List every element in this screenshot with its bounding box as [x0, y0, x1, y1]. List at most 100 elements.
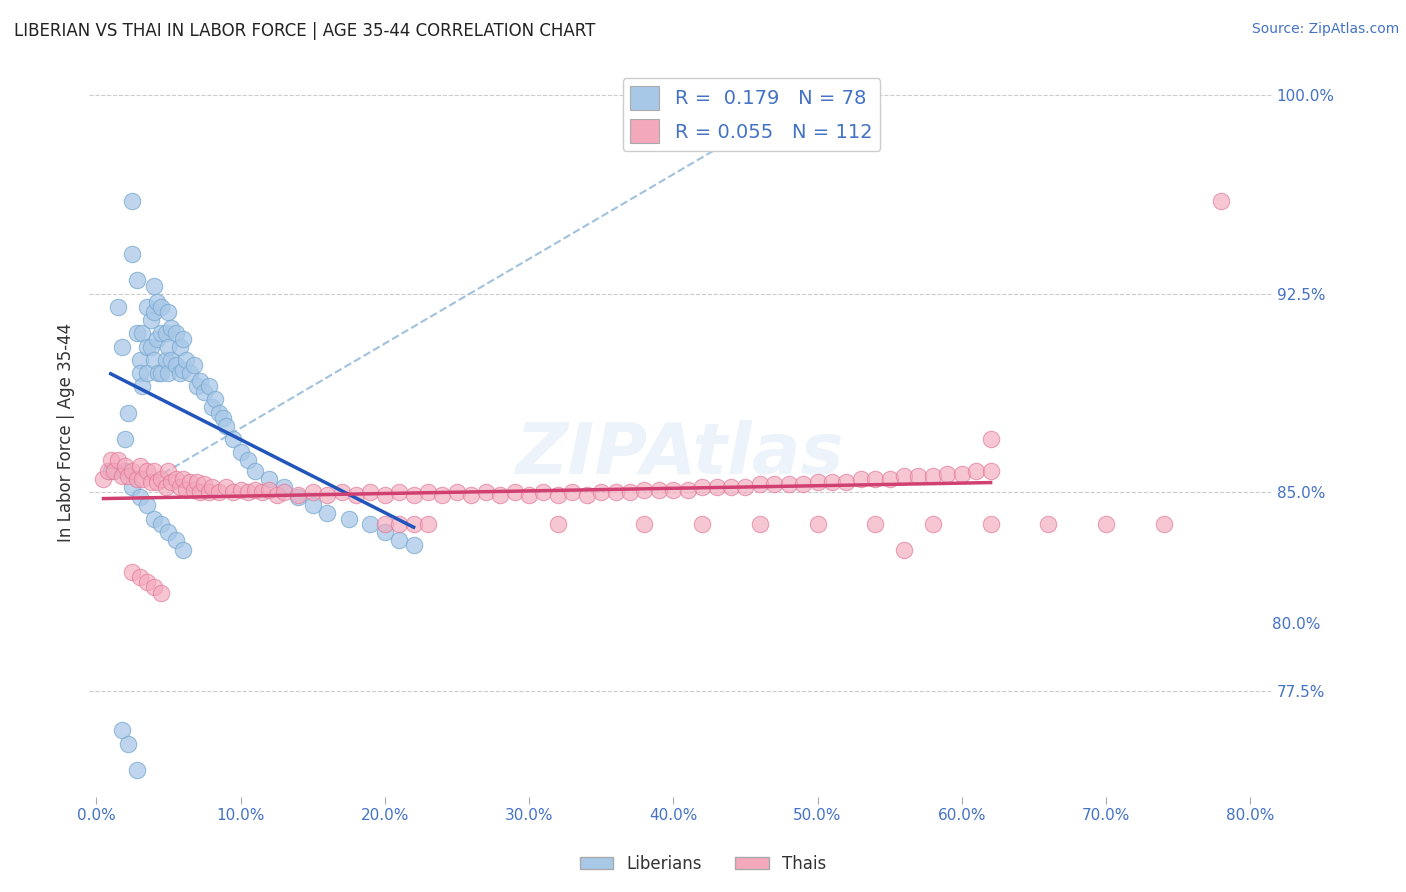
Y-axis label: In Labor Force | Age 35-44: In Labor Force | Age 35-44: [58, 323, 75, 542]
Point: [155, 480, 177, 494]
Point: [778, 477, 800, 491]
Point: [143, 464, 166, 478]
Point: [547, 516, 569, 531]
Point: [402, 538, 425, 552]
Point: [165, 358, 187, 372]
Point: [193, 477, 215, 491]
Point: [301, 499, 323, 513]
Point: [474, 485, 496, 500]
Point: [169, 340, 191, 354]
Point: [287, 491, 309, 505]
Point: [201, 401, 224, 415]
Point: [157, 340, 180, 354]
Point: [388, 485, 411, 500]
Point: [111, 340, 134, 354]
Point: [135, 340, 157, 354]
Point: [835, 475, 858, 489]
Point: [222, 485, 245, 500]
Legend: Liberians, Thais: Liberians, Thais: [574, 848, 832, 880]
Point: [619, 485, 641, 500]
Point: [748, 516, 770, 531]
Point: [150, 366, 173, 380]
Point: [150, 586, 173, 600]
Point: [131, 472, 153, 486]
Point: [100, 464, 122, 478]
Point: [143, 352, 166, 367]
Point: [148, 366, 170, 380]
Point: [135, 366, 157, 380]
Point: [1211, 194, 1233, 208]
Point: [374, 524, 396, 539]
Text: ZIPAtlas: ZIPAtlas: [516, 420, 845, 489]
Point: [489, 488, 512, 502]
Point: [186, 379, 208, 393]
Point: [243, 483, 266, 497]
Point: [337, 511, 360, 525]
Point: [193, 384, 215, 399]
Point: [103, 464, 125, 478]
Point: [517, 488, 540, 502]
Point: [416, 516, 439, 531]
Point: [849, 472, 872, 486]
Point: [980, 464, 1002, 478]
Point: [150, 326, 173, 341]
Point: [359, 516, 381, 531]
Point: [893, 543, 915, 558]
Point: [125, 326, 148, 341]
Point: [201, 480, 224, 494]
Point: [157, 305, 180, 319]
Point: [432, 488, 454, 502]
Point: [922, 516, 945, 531]
Point: [186, 475, 208, 489]
Point: [150, 472, 173, 486]
Point: [111, 723, 134, 738]
Point: [633, 483, 655, 497]
Point: [146, 332, 169, 346]
Point: [165, 472, 187, 486]
Point: [922, 469, 945, 483]
Point: [100, 453, 122, 467]
Point: [266, 488, 288, 502]
Point: [114, 458, 136, 473]
Point: [97, 464, 120, 478]
Point: [174, 483, 197, 497]
Point: [143, 581, 166, 595]
Point: [316, 488, 339, 502]
Point: [561, 485, 583, 500]
Point: [1153, 516, 1175, 531]
Point: [676, 483, 699, 497]
Point: [273, 480, 295, 494]
Point: [690, 516, 713, 531]
Point: [229, 445, 252, 459]
Point: [131, 379, 153, 393]
Point: [402, 488, 425, 502]
Point: [215, 480, 238, 494]
Point: [183, 483, 205, 497]
Point: [150, 300, 173, 314]
Point: [121, 565, 143, 579]
Point: [208, 406, 231, 420]
Point: [117, 406, 139, 420]
Point: [416, 485, 439, 500]
Point: [121, 247, 143, 261]
Point: [128, 570, 150, 584]
Point: [648, 483, 671, 497]
Point: [198, 379, 221, 393]
Point: [198, 485, 221, 500]
Point: [330, 485, 353, 500]
Point: [121, 194, 143, 208]
Point: [222, 432, 245, 446]
Point: [111, 469, 134, 483]
Point: [204, 392, 226, 407]
Point: [259, 483, 281, 497]
Point: [165, 533, 187, 547]
Point: [460, 488, 482, 502]
Point: [143, 278, 166, 293]
Point: [907, 469, 929, 483]
Point: [169, 366, 191, 380]
Point: [503, 485, 526, 500]
Point: [690, 480, 713, 494]
Point: [344, 488, 367, 502]
Point: [174, 352, 197, 367]
Point: [533, 485, 555, 500]
